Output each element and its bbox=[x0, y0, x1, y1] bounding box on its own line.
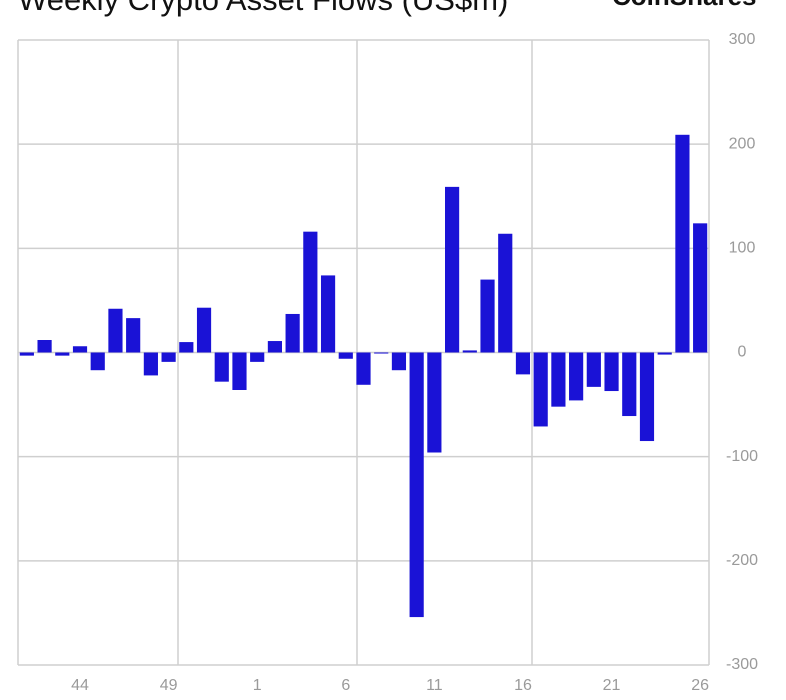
x-tick-label: 44 bbox=[71, 677, 89, 694]
bar bbox=[55, 352, 70, 356]
bar bbox=[569, 352, 584, 401]
bar bbox=[427, 352, 442, 453]
y-tick-label: -300 bbox=[726, 656, 758, 673]
bar bbox=[693, 223, 708, 353]
bar bbox=[391, 352, 407, 371]
bar bbox=[515, 352, 531, 375]
bar bbox=[161, 352, 176, 362]
bar bbox=[374, 352, 389, 354]
bar bbox=[285, 313, 300, 353]
y-tick-label: 0 bbox=[738, 344, 747, 361]
bar bbox=[498, 233, 513, 353]
bar bbox=[604, 352, 619, 392]
y-tick-label: 300 bbox=[729, 31, 756, 48]
bar bbox=[639, 352, 655, 442]
bar bbox=[320, 275, 336, 353]
bar bbox=[232, 352, 247, 390]
y-tick-label: 200 bbox=[729, 135, 756, 152]
bar bbox=[19, 352, 34, 356]
bar bbox=[356, 352, 371, 385]
bar bbox=[409, 352, 424, 618]
bar bbox=[108, 308, 123, 353]
bar bbox=[143, 352, 158, 376]
bar bbox=[179, 342, 194, 353]
x-tick-label: 26 bbox=[691, 677, 709, 694]
bar bbox=[72, 346, 88, 353]
bar bbox=[267, 341, 282, 353]
bar bbox=[196, 307, 212, 353]
y-tick-label: 100 bbox=[729, 240, 756, 257]
brand-logo: CoinShares bbox=[612, 0, 757, 11]
bar bbox=[675, 134, 690, 353]
bar bbox=[462, 350, 477, 353]
x-tick-label: 16 bbox=[514, 677, 532, 694]
bar bbox=[445, 186, 460, 353]
bar bbox=[622, 352, 637, 417]
x-tick-label: 6 bbox=[341, 677, 350, 694]
x-tick-label: 49 bbox=[160, 677, 178, 694]
bar bbox=[480, 279, 495, 353]
bar bbox=[338, 352, 353, 359]
bar bbox=[126, 318, 141, 353]
bar bbox=[303, 231, 318, 353]
bar bbox=[551, 352, 566, 407]
x-tick-label: 11 bbox=[426, 677, 443, 694]
bar bbox=[90, 352, 105, 371]
bar bbox=[586, 352, 601, 387]
chart-title: Weekly Crypto Asset Flows (US$m) bbox=[18, 0, 508, 17]
y-tick-label: -100 bbox=[726, 448, 758, 465]
bar bbox=[533, 352, 548, 427]
bar bbox=[37, 340, 52, 353]
x-tick-label: 21 bbox=[603, 677, 621, 694]
y-tick-label: -200 bbox=[726, 552, 758, 569]
x-tick-label: 1 bbox=[253, 677, 262, 694]
bar bbox=[250, 352, 265, 362]
bar bbox=[214, 352, 229, 382]
bar bbox=[657, 352, 672, 355]
